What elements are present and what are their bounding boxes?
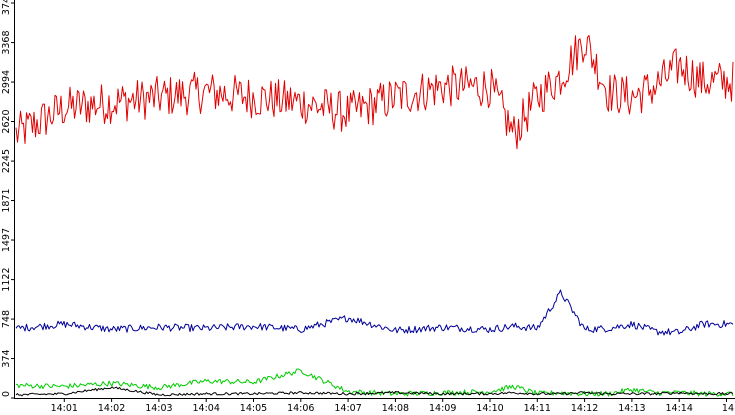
x-tick-label: 14:07	[334, 403, 361, 414]
y-tick-label: 2994	[1, 70, 12, 94]
x-tick-label: 14:04	[193, 403, 220, 414]
y-tick-label: 1497	[1, 228, 12, 252]
y-tick-label: 1871	[1, 188, 12, 212]
x-tick-label: 14:12	[571, 403, 598, 414]
x-tick-label: 14:09	[429, 403, 456, 414]
series-black	[15, 386, 734, 397]
y-tick-label: 1122	[1, 268, 12, 292]
y-tick-label: 374	[1, 349, 12, 367]
x-tick-label: 14	[722, 403, 734, 414]
x-tick-label: 14:02	[98, 403, 125, 414]
x-tick-label: 14:05	[240, 403, 267, 414]
series-blue	[15, 289, 734, 336]
y-tick-label: 3743	[1, 0, 12, 15]
x-tick-label: 14:11	[524, 403, 551, 414]
y-tick-label: 748	[1, 310, 12, 328]
series-red	[15, 35, 734, 150]
x-tick-label: 14:03	[145, 403, 172, 414]
x-tick-label: 14:10	[476, 403, 503, 414]
y-tick-label: 2620	[1, 109, 12, 133]
x-tick-label: 14:08	[382, 403, 409, 414]
y-tick-label: 3368	[1, 30, 12, 54]
x-tick-label: 14:13	[618, 403, 645, 414]
x-tick-label: 14:14	[666, 403, 693, 414]
y-tick-label: 0	[1, 391, 12, 397]
y-tick-label: 2245	[1, 149, 12, 173]
x-tick-label: 14:06	[287, 403, 314, 414]
series-layer	[15, 35, 734, 397]
series-green	[15, 368, 734, 397]
x-tick-label: 14:01	[51, 403, 78, 414]
x-axis-ticks: 14:01 14:02 14:03 14:04 14:05 14:06 14:07 14:08…	[51, 398, 734, 414]
y-axis-ticks: 0 374 748 1122 1497 1871 2245 2620 2994 3368 3743	[1, 0, 15, 399]
